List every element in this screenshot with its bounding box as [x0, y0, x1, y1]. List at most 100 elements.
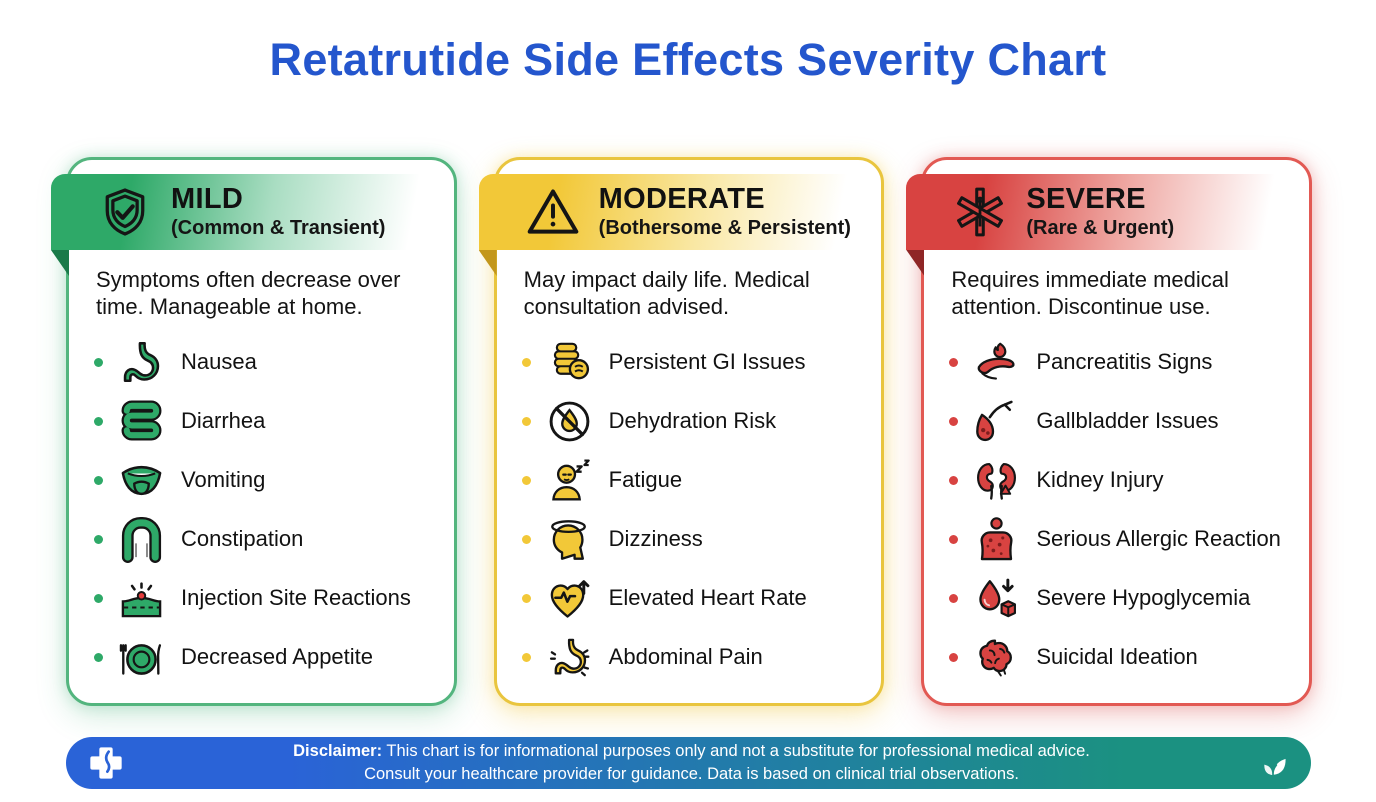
card-header-severe: SEVERE (Rare & Urgent) — [906, 174, 1304, 250]
severity-description: Requires immediate medical attention. Di… — [951, 267, 1229, 320]
symptom-label: Constipation — [181, 526, 304, 552]
symptom-label: Fatigue — [608, 467, 683, 493]
severity-level: MILD — [171, 183, 244, 216]
symptom-row: Persistent GI Issues — [521, 333, 866, 392]
symptom-row: Gallbladder Issues — [949, 392, 1293, 451]
kidneys-icon — [973, 457, 1020, 504]
skin-injection-icon — [118, 575, 165, 622]
plate-cutlery-icon — [118, 634, 165, 681]
card-body: Requires immediate medical attention. Di… — [949, 262, 1293, 693]
symptom-list: Nausea Diarrhea Vomiting Constipation Inject… — [94, 333, 438, 687]
card-header-text: MILD (Common & Transient) — [171, 184, 385, 239]
severity-sublabel: (Rare & Urgent) — [1026, 216, 1175, 239]
intestine-icon — [118, 398, 165, 445]
bullet-dot — [949, 416, 959, 426]
medical-cross-icon — [86, 743, 126, 783]
symptom-label: Vomiting — [181, 467, 266, 493]
symptom-label: Injection Site Reactions — [181, 585, 411, 611]
bullet-dot — [521, 357, 531, 367]
symptom-label: Dizziness — [608, 526, 703, 552]
symptom-label: Pancreatitis Signs — [1036, 349, 1213, 375]
bullet-dot — [949, 357, 959, 367]
card-header-text: MODERATE (Bothersome & Persistent) — [599, 184, 851, 239]
bullet-dot — [94, 416, 103, 426]
bullet-dot — [521, 652, 531, 662]
severity-cards: MILD (Common & Transient) Symptoms often d… — [51, 157, 1313, 706]
disclaimer-bar: Disclaimer: This chart is for informatio… — [66, 737, 1311, 789]
symptom-row: Pancreatitis Signs — [949, 333, 1293, 392]
symptom-label: Diarrhea — [181, 408, 266, 434]
symptom-row: Fatigue — [521, 451, 866, 510]
disclaimer-text: Disclaimer: This chart is for informatio… — [126, 740, 1257, 786]
bullet-dot — [521, 475, 531, 485]
card-header-mild: MILD (Common & Transient) — [51, 174, 448, 250]
symptom-row: Nausea — [94, 333, 438, 392]
bullet-dot — [94, 652, 103, 662]
symptom-list: Pancreatitis Signs Gallbladder Issues Kidn… — [949, 333, 1293, 687]
no-water-icon — [546, 398, 593, 445]
bullet-dot — [949, 652, 959, 662]
leaf-icon — [1257, 747, 1289, 779]
severity-sublabel: (Common & Transient) — [171, 216, 386, 239]
fatigue-person-icon — [546, 457, 593, 504]
bullet-dot — [521, 534, 531, 544]
brain-icon — [973, 634, 1020, 681]
bullet-dot — [949, 593, 959, 603]
card-header-text: SEVERE (Rare & Urgent) — [1026, 184, 1174, 239]
gallbladder-icon — [973, 398, 1020, 445]
symptom-row: Decreased Appetite — [94, 628, 438, 687]
severity-description: Symptoms often decrease over time. Manag… — [96, 267, 401, 320]
hypoglycemia-icon — [973, 575, 1020, 622]
symptom-label: Elevated Heart Rate — [608, 585, 807, 611]
symptom-row: Constipation — [94, 510, 438, 569]
symptom-row: Injection Site Reactions — [94, 569, 438, 628]
severity-sublabel: (Bothersome & Persistent) — [598, 216, 851, 239]
disclaimer-label: Disclaimer: — [293, 742, 383, 761]
disclaimer-line1: This chart is for informational purposes… — [386, 742, 1090, 761]
severity-description: May impact daily life. Medical consultat… — [523, 267, 810, 320]
bullet-dot — [94, 475, 103, 485]
gi-intestine-icon — [546, 339, 593, 386]
symptom-row: Vomiting — [94, 451, 438, 510]
symptom-label: Suicidal Ideation — [1036, 644, 1198, 670]
bullet-dot — [521, 593, 531, 603]
severity-level: MODERATE — [598, 183, 765, 216]
symptom-label: Decreased Appetite — [181, 644, 374, 670]
symptom-list: Persistent GI Issues Dehydration Risk Fati… — [521, 333, 866, 687]
symptom-label: Kidney Injury — [1036, 467, 1164, 493]
bullet-dot — [94, 357, 103, 367]
symptom-label: Persistent GI Issues — [608, 349, 806, 375]
bullet-dot — [94, 593, 103, 603]
ribbon-fold — [906, 250, 925, 276]
symptom-row: Diarrhea — [94, 392, 438, 451]
symptom-label: Severe Hypoglycemia — [1036, 585, 1251, 611]
card-header-moderate: MODERATE (Bothersome & Persistent) — [478, 174, 876, 250]
symptom-row: Dizziness — [521, 510, 866, 569]
shield-check-icon — [97, 184, 153, 240]
bullet-dot — [949, 475, 959, 485]
card-body: Symptoms often decrease over time. Manag… — [94, 262, 438, 693]
stomach-icon — [118, 339, 165, 386]
severity-card-mild: MILD (Common & Transient) Symptoms often d… — [51, 157, 457, 706]
symptom-row: Elevated Heart Rate — [521, 569, 866, 628]
pancreas-icon — [973, 339, 1020, 386]
symptom-label: Gallbladder Issues — [1036, 408, 1219, 434]
mouth-tongue-icon — [118, 457, 165, 504]
severity-card-severe: SEVERE (Rare & Urgent) Requires immediate … — [906, 157, 1313, 706]
severity-card-moderate: MODERATE (Bothersome & Persistent) May imp… — [478, 157, 885, 706]
star-of-life-icon — [952, 184, 1008, 240]
symptom-row: Serious Allergic Reaction — [949, 510, 1293, 569]
infographic-root: Retatrutide Side Effects Severity Chart … — [0, 34, 1376, 789]
symptom-row: Kidney Injury — [949, 451, 1293, 510]
page-title: Retatrutide Side Effects Severity Chart — [269, 34, 1107, 85]
card-body: May impact daily life. Medical consultat… — [521, 262, 866, 693]
symptom-label: Dehydration Risk — [608, 408, 777, 434]
bullet-dot — [949, 534, 959, 544]
symptom-row: Dehydration Risk — [521, 392, 866, 451]
ribbon-fold — [51, 250, 69, 276]
warning-triangle-icon — [525, 184, 581, 240]
colon-icon — [118, 516, 165, 563]
symptom-row: Severe Hypoglycemia — [949, 569, 1293, 628]
bullet-dot — [94, 534, 103, 544]
symptom-label: Serious Allergic Reaction — [1036, 526, 1281, 552]
